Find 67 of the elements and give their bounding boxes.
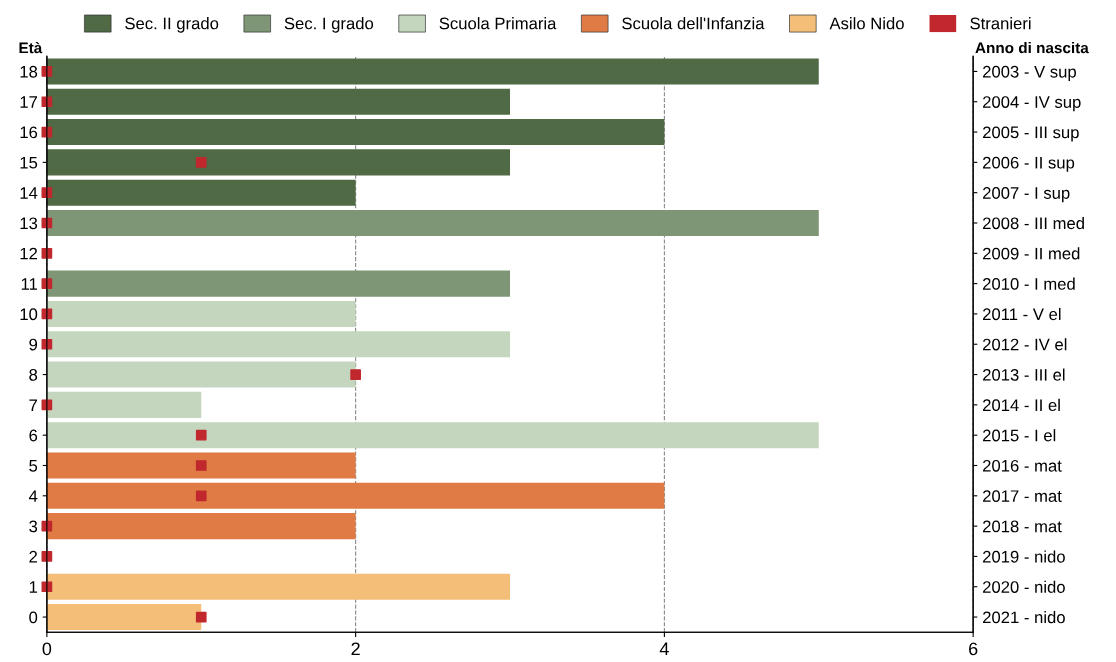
- bar: [46, 513, 356, 540]
- y-tick-label: 6: [29, 429, 38, 442]
- bar: [46, 422, 819, 449]
- y2-tick-label: 2021 - nido: [983, 611, 1065, 624]
- y2-tick-label: 2007 - I sup: [983, 187, 1070, 203]
- y2-tick-label: 2005 - III sup: [983, 126, 1079, 142]
- y-tick-label: 8: [29, 368, 38, 381]
- y2-tick-label: 2016 - mat: [983, 459, 1062, 472]
- bar: [46, 58, 819, 85]
- y2-tick-label: 2018 - mat: [983, 520, 1062, 533]
- y-tick-label: 15: [20, 156, 38, 169]
- x-tick-label: 0: [42, 642, 52, 656]
- y-tick-label: 10: [20, 308, 38, 321]
- y2-tick-label: 2004 - IV sup: [983, 96, 1081, 112]
- bar: [46, 270, 511, 297]
- bar: [46, 573, 511, 600]
- bar: [46, 361, 356, 388]
- y-tick-label: 3: [29, 520, 38, 533]
- y-tick-label: 0: [29, 611, 38, 624]
- legend-label: Scuola Primaria: [439, 17, 557, 30]
- y2-tick-label: 2012 - IV el: [983, 338, 1067, 351]
- y2-tick-label: 2006 - II sup: [983, 156, 1075, 172]
- bar: [46, 331, 511, 358]
- x-tick-label: 6: [969, 642, 978, 656]
- bar: [46, 604, 202, 631]
- legend-label: Scuola dell'Infanzia: [622, 17, 765, 30]
- legend-label: Sec. I grado: [284, 17, 374, 33]
- y2-tick-label: 2011 - V el: [983, 307, 1061, 321]
- legend-label: Sec. II grado: [125, 17, 219, 33]
- bar: [46, 179, 356, 206]
- y2-tick-label: 2014 - II el: [983, 398, 1060, 412]
- y-tick-label: 14: [20, 187, 38, 199]
- bar: [46, 300, 356, 327]
- y-tick-label: 18: [20, 65, 38, 78]
- y2-tick-label: 2008 - III med: [983, 216, 1084, 230]
- y-tick-label: 4: [28, 490, 38, 502]
- bar: [46, 149, 511, 176]
- y-tick-label: 9: [29, 338, 38, 351]
- y-tick-label: 12: [20, 247, 38, 260]
- y-tick-label: 2: [29, 550, 38, 563]
- y-tick-label: 13: [20, 217, 38, 230]
- y2-axis-title: Anno di nascita: [975, 42, 1089, 54]
- legend-label: Stranieri: [970, 17, 1031, 30]
- y-tick-label: 17: [20, 96, 38, 108]
- bar: [46, 482, 665, 509]
- y2-tick-label: 2020 - nido: [983, 580, 1065, 593]
- y-tick-label: 16: [20, 126, 38, 139]
- bar: [46, 209, 819, 237]
- bar: [46, 452, 356, 479]
- y2-tick-label: 2003 - V sup: [983, 65, 1076, 81]
- y2-tick-label: 2019 - nido: [983, 550, 1065, 563]
- y-tick-label: 1: [29, 581, 38, 593]
- y-axis-title: Età: [19, 41, 43, 54]
- x-tick-label: 4: [659, 642, 669, 656]
- y-tick-label: 11: [21, 278, 38, 290]
- y2-tick-label: 2010 - I med: [983, 277, 1075, 290]
- y-tick-label: 7: [29, 399, 38, 411]
- x-tick-label: 2: [351, 642, 360, 656]
- y-tick-label: 5: [29, 460, 38, 472]
- y2-tick-label: 2013 - III el: [983, 368, 1065, 381]
- bar: [46, 119, 665, 146]
- legend-label: Asilo Nido: [829, 17, 904, 30]
- bar: [46, 391, 202, 418]
- y2-tick-label: 2009 - II med: [983, 247, 1080, 260]
- y2-tick-label: 2017 - mat: [983, 490, 1062, 503]
- y2-tick-label: 2015 - I el: [983, 429, 1056, 442]
- bar: [46, 88, 511, 115]
